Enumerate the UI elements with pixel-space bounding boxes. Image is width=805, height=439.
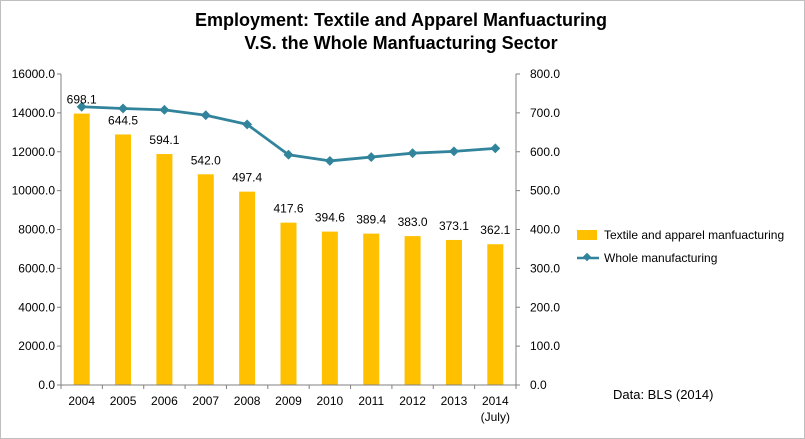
- marker-whole-2011: [366, 152, 377, 163]
- bar-textile-2009: [280, 222, 297, 385]
- right-axis-tick-label: 600.0: [530, 145, 560, 159]
- right-axis-tick-label: 800.0: [530, 67, 560, 81]
- x-axis-tick-label: 2005: [110, 394, 137, 408]
- data-label-textile-2007: 542.0: [191, 153, 221, 167]
- data-label-textile-2012: 383.0: [398, 215, 428, 229]
- data-label-textile-2005: 644.5: [108, 113, 138, 127]
- x-axis-tick-label: 2013: [441, 394, 468, 408]
- x-axis-tick-label: 2011: [358, 394, 384, 408]
- marker-whole-2005: [118, 103, 128, 114]
- bar-textile-2011: [363, 233, 380, 385]
- marker-whole-2010: [324, 155, 335, 166]
- right-axis-tick-label: 700.0: [530, 106, 560, 120]
- data-label-textile-2010: 394.6: [315, 211, 345, 225]
- left-axis-tick-label: 2000.0: [18, 339, 55, 353]
- line-series: [76, 101, 501, 166]
- bar-series: [73, 113, 504, 386]
- left-axis-tick-label: 10000.0: [12, 184, 56, 198]
- left-axis-tick-label: 6000.0: [18, 261, 55, 275]
- right-axis-tick-label: 300.0: [530, 261, 560, 275]
- left-axis-tick-label: 4000.0: [18, 300, 55, 314]
- bar-textile-2006: [156, 154, 173, 385]
- x-axis-tick-label: 2007: [192, 394, 219, 408]
- left-axis-tick-label: 16000.0: [12, 67, 56, 81]
- bar-textile-2014: [487, 244, 504, 385]
- data-label-textile-2014: 362.1: [480, 223, 510, 237]
- x-axis-tick-label: 2008: [234, 394, 261, 408]
- x-axis-tick-label: 2014: [482, 394, 509, 408]
- data-label-textile-2004: 698.1: [67, 93, 97, 107]
- left-axis-tick-label: 14000.0: [12, 106, 56, 120]
- marker-whole-2013: [449, 146, 459, 157]
- bar-textile-2004: [73, 113, 90, 386]
- right-axis-tick-label: 500.0: [530, 184, 560, 198]
- right-axis-tick-label: 400.0: [530, 223, 560, 237]
- marker-whole-2008: [242, 119, 253, 130]
- bar-textile-2012: [404, 236, 421, 385]
- data-labels: 698.1 644.5 594.1 542.0 497.4 417.6 394.6 389.4…: [67, 93, 511, 238]
- marker-whole-2012: [407, 148, 418, 159]
- axes: 0.0 2000.0 4000.0 6000.0 8000.0 10000.0 12000.…: [12, 67, 561, 424]
- x-axis-tick-label: 2004: [68, 394, 95, 408]
- x-axis-tick-sublabel: (July): [481, 410, 510, 424]
- x-axis-tick-label: 2006: [151, 394, 178, 408]
- bar-textile-2007: [197, 174, 214, 385]
- data-label-textile-2009: 417.6: [273, 202, 303, 216]
- legend-label-textile: Textile and apparel manfuacturing: [604, 228, 784, 242]
- legend: Textile and apparel manfuacturing Whole …: [577, 228, 784, 265]
- bar-textile-2005: [115, 134, 132, 385]
- x-axis-tick-label: 2010: [317, 394, 344, 408]
- left-axis-tick-label: 0.0: [38, 378, 55, 392]
- bar-textile-2010: [321, 231, 338, 385]
- marker-whole-2007: [200, 110, 211, 121]
- marker-whole-2006: [159, 104, 170, 115]
- marker-whole-2004: [76, 101, 87, 112]
- x-axis-tick-label: 2012: [399, 394, 426, 408]
- data-label-textile-2011: 389.4: [356, 213, 386, 227]
- bar-textile-2008: [239, 191, 256, 385]
- x-axis-tick-label: 2009: [275, 394, 302, 408]
- left-axis-tick-label: 12000.0: [12, 145, 56, 159]
- right-axis-tick-label: 100.0: [530, 339, 560, 353]
- data-label-textile-2006: 594.1: [149, 133, 179, 147]
- right-axis-tick-label: 0.0: [530, 378, 547, 392]
- right-axis-tick-label: 200.0: [530, 300, 560, 314]
- marker-whole-2009: [283, 149, 294, 160]
- data-label-textile-2008: 497.4: [232, 171, 262, 185]
- legend-swatch-textile: [577, 230, 597, 240]
- chart-title-line2: V.S. the Whole Manfuacturing Sector: [244, 33, 557, 53]
- source-note: Data: BLS (2014): [613, 387, 713, 402]
- left-axis-tick-label: 8000.0: [18, 223, 55, 237]
- data-label-textile-2013: 373.1: [439, 219, 469, 233]
- chart-title-line1: Employment: Textile and Apparel Manfuact…: [195, 10, 607, 30]
- legend-label-whole: Whole manufacturing: [604, 251, 717, 265]
- bar-textile-2013: [445, 239, 462, 385]
- legend-swatch-whole-marker: [582, 252, 592, 262]
- marker-whole-2014: [490, 143, 501, 154]
